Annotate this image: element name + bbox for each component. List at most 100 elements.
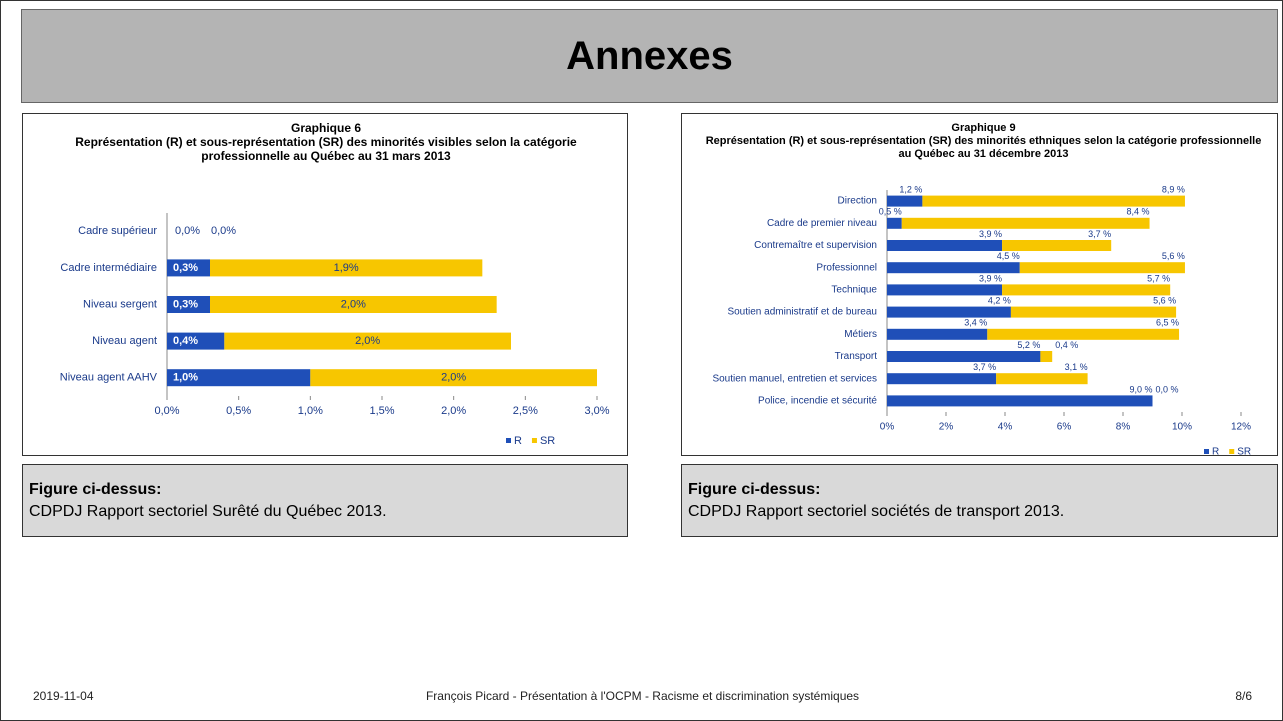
chart-panel — [22, 113, 628, 456]
value-label: 4,5 % — [997, 251, 1020, 261]
caption: Figure ci-dessus: CDPDJ Rapport sectorie… — [681, 464, 1278, 537]
value-label: 8,9 % — [1162, 184, 1185, 194]
value-label: 5,6 % — [1153, 295, 1176, 305]
x-tick-label: 3,0% — [584, 405, 609, 417]
value-label: 0,0 % — [1156, 384, 1179, 394]
value-label: 0,0% — [175, 225, 200, 237]
value-label: 0,4% — [173, 335, 198, 347]
x-tick-label: 10% — [1172, 422, 1192, 433]
x-tick-label: 6% — [1057, 422, 1072, 433]
value-label: 0,5 % — [879, 207, 902, 217]
x-tick-label: 1,5% — [369, 405, 394, 417]
caption-title: Figure ci-dessus: — [688, 481, 821, 498]
legend-label: R — [1212, 447, 1219, 458]
value-label: 0,4 % — [1055, 340, 1078, 350]
value-label: 2,0% — [355, 335, 380, 347]
chart-title: Graphique 9 — [951, 122, 1016, 134]
legend-swatch — [506, 438, 511, 443]
bar-segment — [887, 262, 1020, 274]
bar-segment — [167, 369, 311, 387]
value-label: 0,3% — [173, 262, 198, 274]
category-label: Cadre de premier niveau — [767, 218, 877, 229]
caption-title: Figure ci-dessus: — [29, 481, 162, 498]
chart-subtitle: Représentation (R) et sous-représentatio… — [75, 135, 577, 163]
value-label: 5,6 % — [1162, 251, 1185, 261]
x-tick-label: 0,0% — [154, 405, 179, 417]
bar-segment — [210, 259, 483, 277]
x-tick-label: 2,5% — [513, 405, 538, 417]
bar-segment — [887, 217, 902, 229]
value-label: 1,9% — [334, 262, 359, 274]
x-tick-label: 1,0% — [298, 405, 323, 417]
category-label: Cadre supérieur — [78, 225, 157, 237]
bar-segment — [224, 332, 512, 350]
category-label: Soutien manuel, entretien et services — [712, 373, 877, 384]
bar-segment — [887, 373, 997, 385]
caption-text: CDPDJ Rapport sectoriel sociétés de tran… — [688, 503, 1065, 520]
value-label: 1,0% — [173, 372, 198, 384]
value-label: 0,3% — [173, 298, 198, 310]
bar-segment — [922, 195, 1185, 207]
legend-label: SR — [540, 435, 555, 447]
value-label: 1,2 % — [899, 184, 922, 194]
value-label: 2,0% — [441, 372, 466, 384]
value-label: 2,0% — [341, 298, 366, 310]
bar-segment — [996, 373, 1088, 385]
bar-segment — [887, 284, 1003, 296]
footer-date: 2019-11-04 — [33, 689, 94, 703]
x-tick-label: 2,0% — [441, 405, 466, 417]
category-label: Police, incendie et sécurité — [758, 396, 877, 407]
legend-swatch — [531, 438, 537, 443]
legend-label: R — [514, 435, 522, 447]
category-label: Niveau agent AAHV — [60, 372, 158, 384]
x-tick-label: 0% — [880, 422, 895, 433]
bar-segment — [167, 332, 225, 350]
chart-title: Graphique 6 — [290, 121, 361, 135]
x-tick-label: 4% — [998, 422, 1013, 433]
bar-segment — [887, 240, 1003, 251]
category-label: Niveau agent — [92, 335, 157, 347]
bar-segment — [887, 328, 988, 340]
bar-segment — [210, 296, 497, 313]
value-label: 3,7 % — [1088, 229, 1111, 239]
caption-text: CDPDJ Rapport sectoriel Surêté du Québec… — [29, 503, 387, 520]
category-label: Métiers — [844, 329, 877, 340]
value-label: 3,1 % — [1065, 362, 1088, 372]
category-label: Direction — [838, 196, 877, 207]
value-label: 8,4 % — [1127, 207, 1150, 217]
bar-segment — [310, 369, 597, 387]
chart-title-block: Graphique 9 Représentation (R) et sous-r… — [701, 122, 1266, 161]
category-label: Soutien administratif et de bureau — [727, 307, 877, 318]
category-label: Cadre intermédiaire — [60, 262, 157, 274]
bar-segment — [1010, 306, 1177, 318]
value-label: 3,4 % — [964, 318, 987, 328]
bar-segment — [1040, 351, 1053, 362]
bar-segment — [887, 306, 1011, 318]
value-label: 5,2 % — [1017, 340, 1040, 350]
footer-page: 8/6 — [1235, 689, 1252, 703]
x-tick-label: 8% — [1116, 422, 1131, 433]
value-label: 9,0 % — [1129, 384, 1152, 394]
x-tick-label: 2% — [939, 422, 954, 433]
chart-subtitle: Représentation (R) et sous-représentatio… — [705, 135, 1262, 160]
chart-title-block: Graphique 6 Représentation (R) et sous-r… — [31, 121, 621, 163]
bar-segment — [167, 296, 210, 313]
value-label: 3,9 % — [979, 273, 1002, 283]
value-label: 4,2 % — [988, 295, 1011, 305]
x-tick-label: 0,5% — [226, 405, 251, 417]
category-label: Transport — [835, 351, 878, 362]
bar-segment — [987, 328, 1180, 340]
legend-swatch — [1204, 449, 1209, 454]
category-label: Contremaître et supervision — [754, 240, 877, 251]
bar-segment — [901, 217, 1150, 229]
bar-segment — [1019, 262, 1185, 274]
category-label: Niveau sergent — [83, 298, 157, 310]
bar-segment — [887, 395, 1153, 407]
category-label: Professionnel — [816, 262, 877, 273]
legend-label: SR — [1237, 447, 1251, 458]
value-label: 3,9 % — [979, 229, 1002, 239]
value-label: 0,0% — [211, 225, 236, 237]
x-tick-label: 12% — [1231, 422, 1251, 433]
